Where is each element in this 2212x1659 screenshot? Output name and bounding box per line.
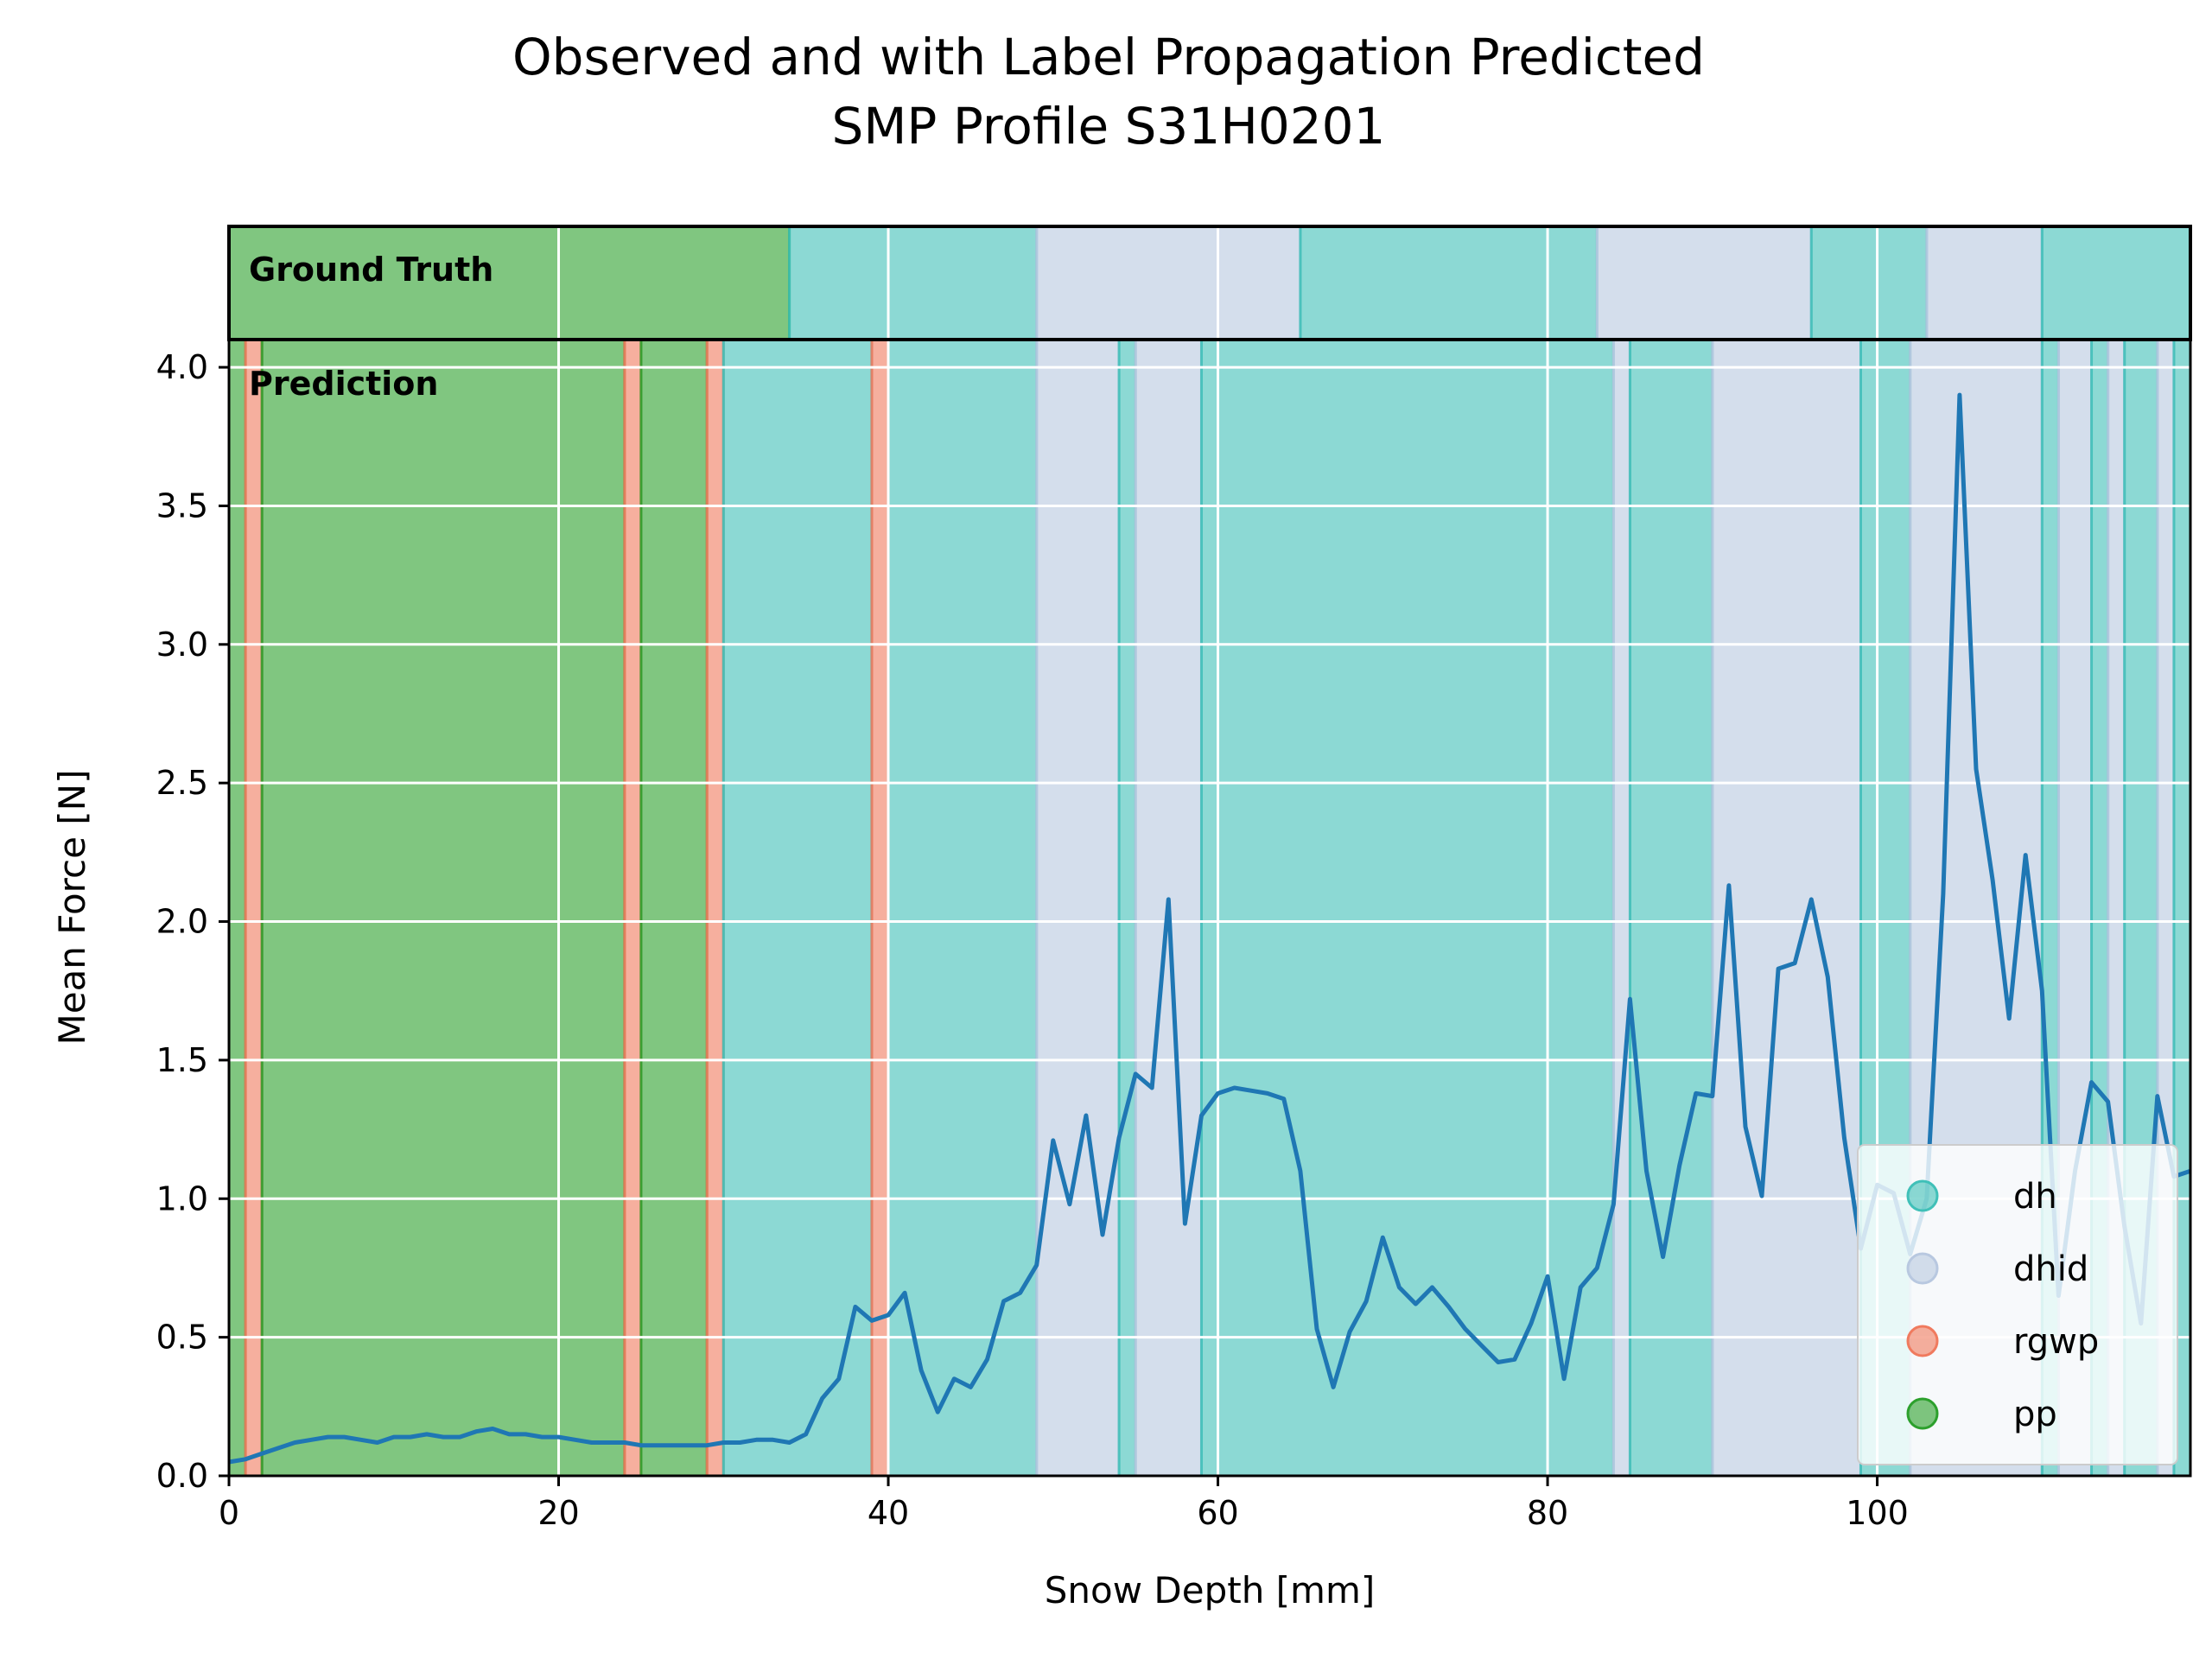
ground-truth-band-dhid: [1595, 225, 1813, 341]
chart-title-line-1: Observed and with Label Propagation Pred…: [512, 28, 1705, 86]
y-tick-label: 0.0: [156, 1457, 208, 1495]
ground-truth-band-dhid: [1035, 225, 1302, 341]
ground-truth-band-pp: [227, 225, 791, 341]
prediction-band-dh: [1628, 338, 1714, 1478]
y-tick-label: 3.0: [156, 626, 208, 664]
prediction-band-dhid: [1035, 338, 1121, 1478]
legend-marker-dh: [1906, 1179, 1939, 1212]
prediction-band-dhid: [1711, 338, 1862, 1478]
legend-marker-pp: [1906, 1397, 1939, 1430]
x-tick-label: 0: [219, 1494, 239, 1532]
x-tick-label: 40: [868, 1494, 909, 1532]
prediction-band-dh: [721, 338, 874, 1478]
ground-truth-band-dh: [1299, 225, 1599, 341]
prediction-band-rgwp: [623, 338, 643, 1478]
y-tick-label: 1.0: [156, 1179, 208, 1217]
ground-truth-label: Ground Truth: [249, 251, 493, 289]
prediction-band-rgwp: [705, 338, 725, 1478]
y-tick-label: 2.0: [156, 903, 208, 941]
y-tick-label: 0.5: [156, 1319, 208, 1357]
legend-marker-rgwp: [1906, 1325, 1939, 1357]
legend-items: dh dhid rgwp pp: [1906, 1177, 2099, 1434]
prediction-band-rgwp: [870, 338, 890, 1478]
prediction-band-pp: [227, 338, 247, 1478]
chart-title: Observed and with Label Propagation Pred…: [512, 28, 1705, 156]
y-tick-label: 3.5: [156, 486, 208, 524]
prediction-band-dh: [887, 338, 1039, 1478]
x-axis-ticks: 0 20 40 60 80 100: [219, 1476, 1909, 1532]
y-axis-title: Mean Force [N]: [51, 770, 93, 1046]
x-tick-label: 100: [1846, 1494, 1909, 1532]
y-tick-label: 1.5: [156, 1041, 208, 1079]
x-tick-label: 60: [1197, 1494, 1238, 1532]
prediction-band-dhid: [1611, 338, 1631, 1478]
ground-truth-band-dh: [2040, 225, 2192, 341]
legend-label-rgwp: rgwp: [2013, 1322, 2099, 1362]
x-tick-label: 80: [1527, 1494, 1568, 1532]
plot-area-frame: [227, 338, 2192, 1478]
legend-marker-dhid: [1906, 1252, 1939, 1285]
ground-truth-band-dhid: [1925, 225, 2044, 341]
legend-box: [1857, 1144, 2178, 1465]
prediction-band-pp: [639, 338, 709, 1478]
ground-truth-bands: [227, 225, 2192, 341]
legend-label-pp: pp: [2013, 1395, 2057, 1434]
chart-title-line-2: SMP Profile S31H0201: [832, 97, 1386, 156]
y-axis-ticks: 0.0 0.5 1.0 1.5 2.0 2.5 3.0 3.5 4.0: [156, 348, 229, 1495]
legend: dh dhid rgwp pp: [1857, 1144, 2178, 1465]
prediction-band-rgwp: [244, 338, 264, 1478]
ground-truth-band-dh: [1809, 225, 1929, 341]
x-tick-label: 20: [537, 1494, 579, 1532]
ground-truth-band-dh: [788, 225, 1039, 341]
legend-label-dh: dh: [2013, 1177, 2057, 1217]
legend-label-dhid: dhid: [2013, 1249, 2088, 1289]
prediction-band-dh: [1117, 338, 1137, 1478]
y-tick-label: 2.5: [156, 764, 208, 802]
x-axis-title: Snow Depth [mm]: [1045, 1569, 1376, 1611]
prediction-band-pp: [260, 338, 626, 1478]
prediction-label: Prediction: [249, 365, 438, 403]
y-tick-label: 4.0: [156, 348, 208, 386]
